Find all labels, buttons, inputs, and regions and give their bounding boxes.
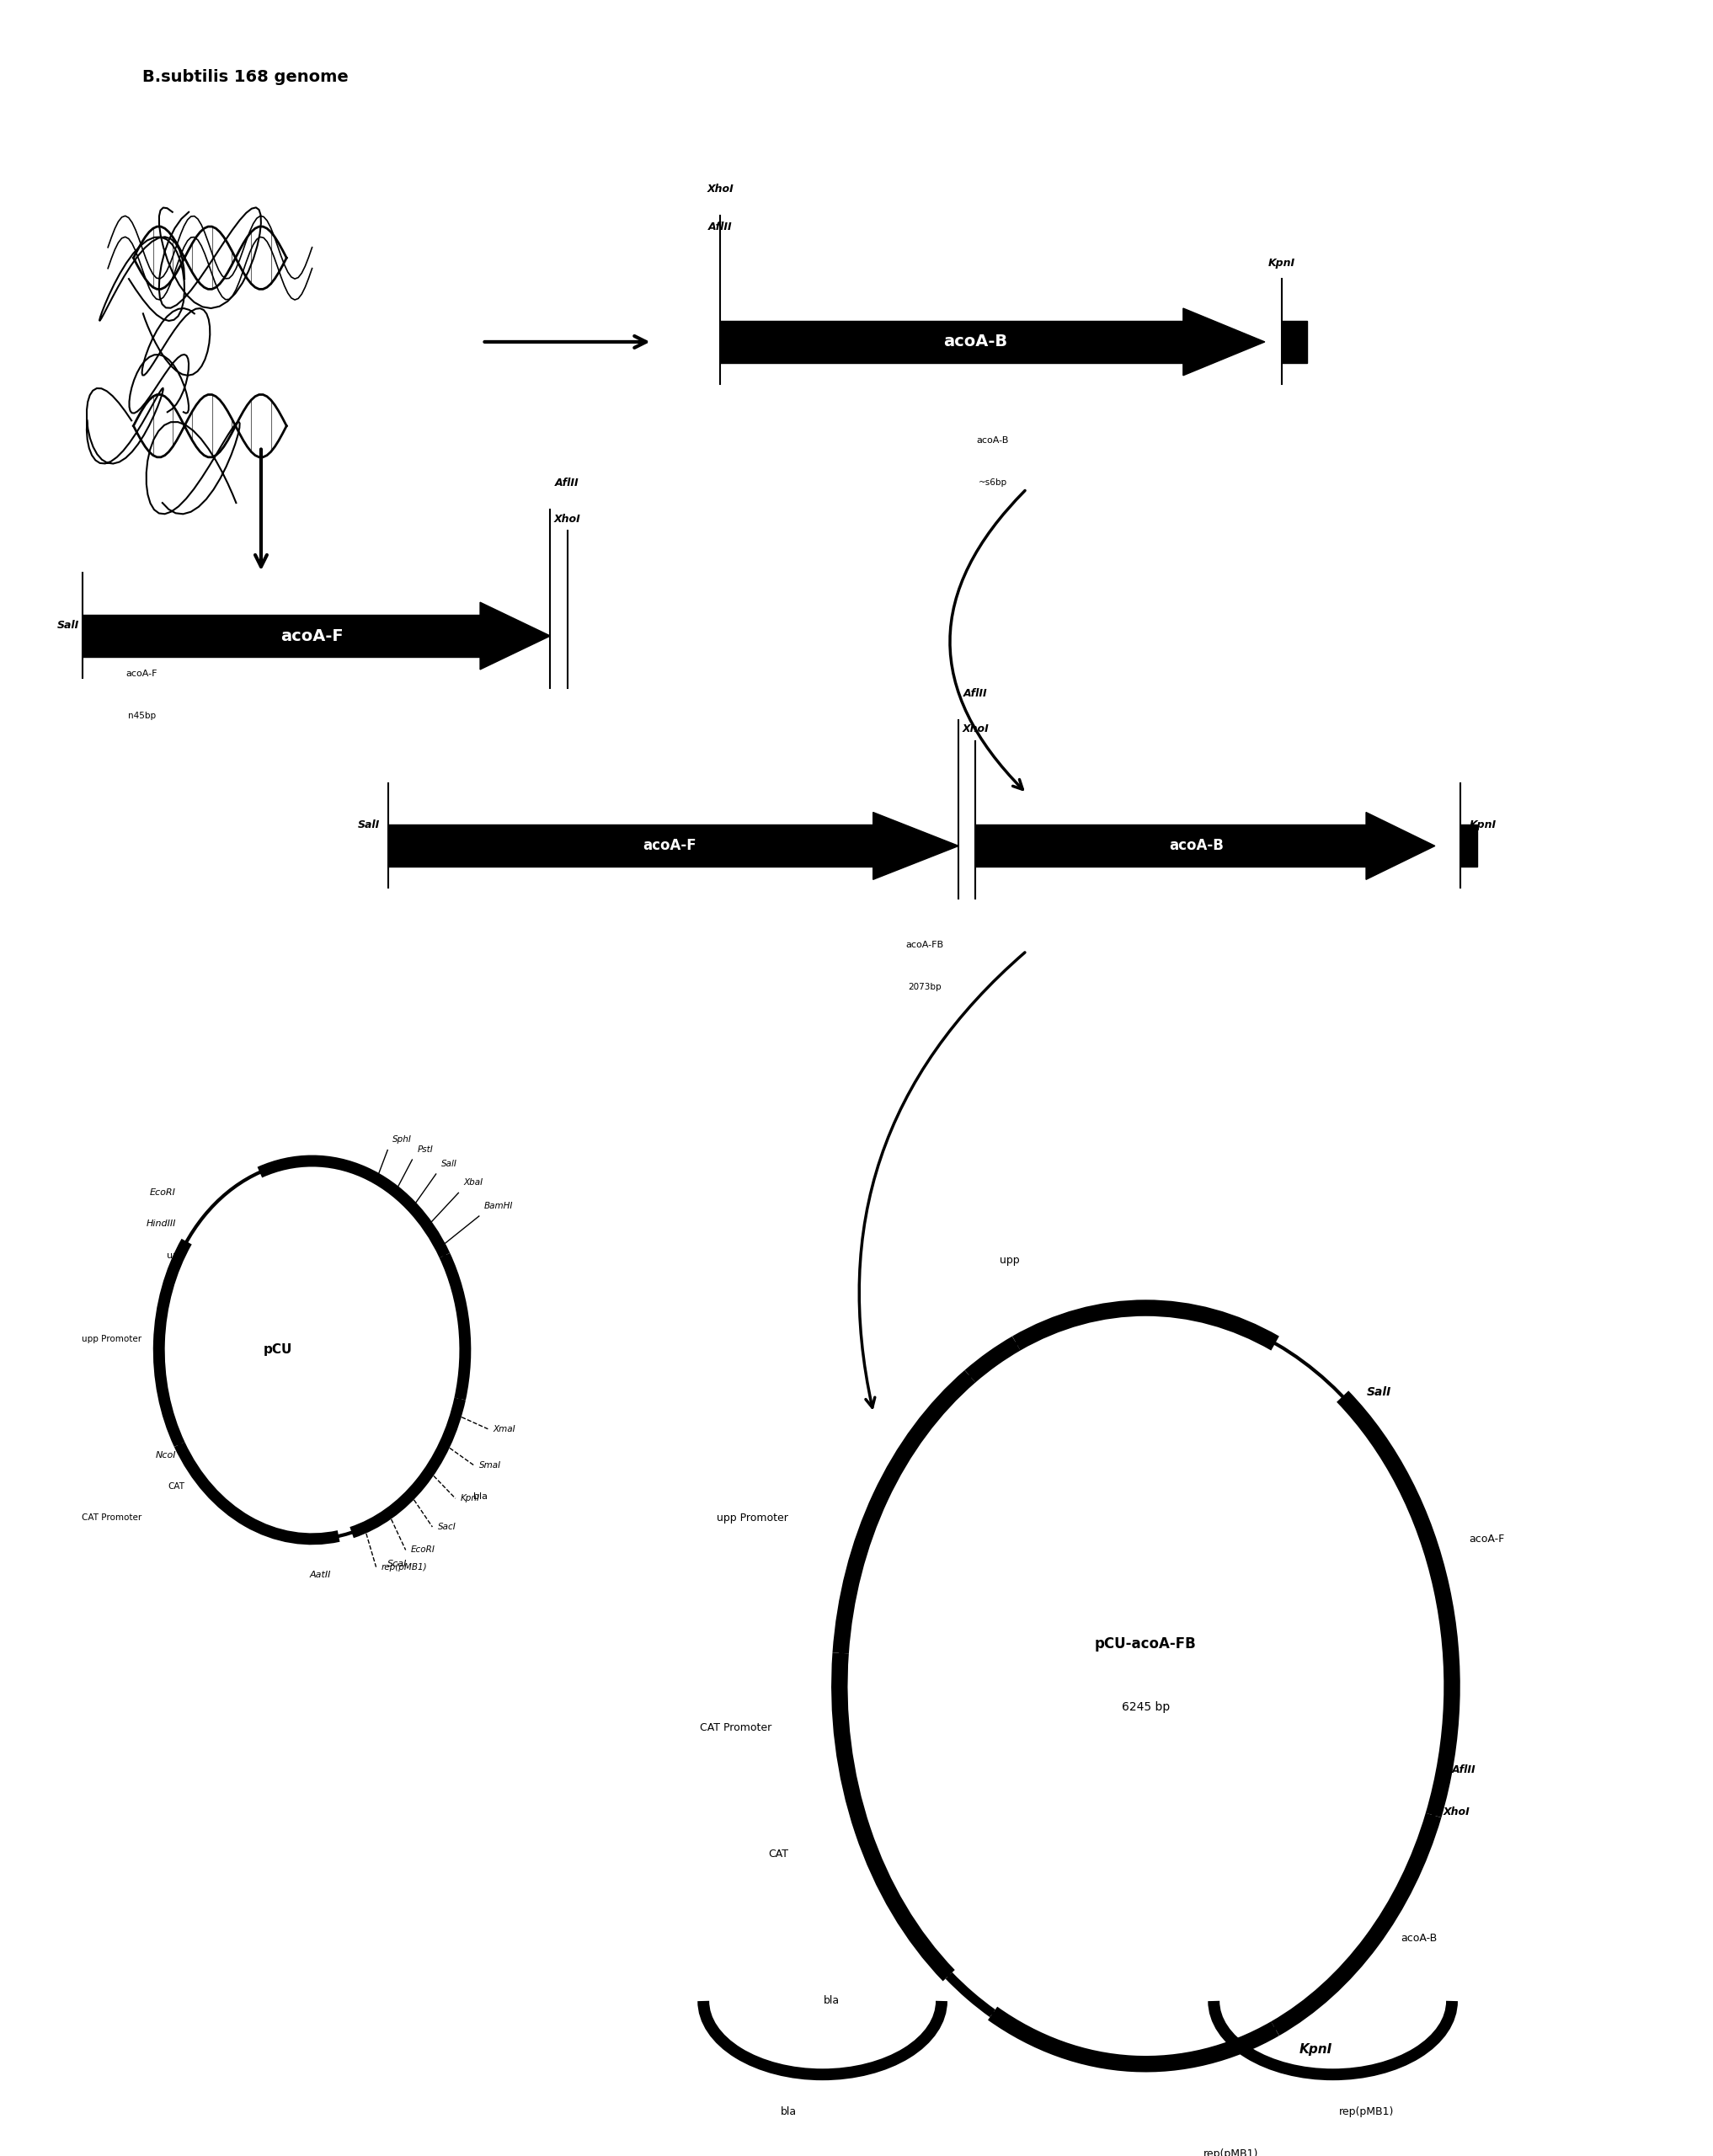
Text: pCU: pCU bbox=[264, 1343, 293, 1356]
Text: AflII: AflII bbox=[963, 688, 988, 699]
Text: acoA-B: acoA-B bbox=[1401, 1932, 1437, 1943]
Text: acoA-B: acoA-B bbox=[1170, 839, 1225, 854]
Text: XhoI: XhoI bbox=[963, 724, 988, 735]
Text: SalI: SalI bbox=[440, 1160, 457, 1169]
Text: KpnI: KpnI bbox=[1300, 2044, 1333, 2055]
Text: n45bp: n45bp bbox=[128, 711, 156, 720]
Text: SphI: SphI bbox=[392, 1136, 411, 1145]
Text: pCU-acoA-FB: pCU-acoA-FB bbox=[1095, 1636, 1197, 1651]
Text: HindIII: HindIII bbox=[146, 1220, 176, 1229]
Text: acoA-B: acoA-B bbox=[976, 436, 1009, 444]
Polygon shape bbox=[1184, 308, 1264, 375]
Text: SalI: SalI bbox=[358, 819, 380, 830]
Text: SacI: SacI bbox=[437, 1522, 456, 1531]
Polygon shape bbox=[480, 602, 550, 671]
Text: bla: bla bbox=[824, 1996, 839, 2007]
Text: KpnI: KpnI bbox=[1268, 257, 1295, 267]
Bar bbox=[82, 614, 480, 658]
Text: KpnI: KpnI bbox=[1470, 819, 1495, 830]
Text: upp: upp bbox=[1000, 1255, 1019, 1266]
Text: acoA-FB: acoA-FB bbox=[906, 940, 944, 949]
Text: BamHI: BamHI bbox=[485, 1201, 514, 1210]
Text: XhoI: XhoI bbox=[1444, 1807, 1470, 1818]
Text: acoA-F: acoA-F bbox=[1470, 1533, 1504, 1544]
Polygon shape bbox=[874, 813, 959, 880]
Text: rep(pMB1): rep(pMB1) bbox=[382, 1563, 427, 1572]
Bar bbox=[1461, 826, 1478, 867]
Text: CAT: CAT bbox=[168, 1481, 185, 1490]
Text: rep(pMB1): rep(pMB1) bbox=[1203, 2147, 1259, 2156]
Text: AflII: AflII bbox=[1453, 1764, 1477, 1774]
Text: CAT Promoter: CAT Promoter bbox=[82, 1514, 142, 1522]
Text: bla: bla bbox=[781, 2106, 797, 2117]
Text: upp Promoter: upp Promoter bbox=[718, 1514, 788, 1524]
Text: acoA-F: acoA-F bbox=[642, 839, 695, 854]
Text: upp Promoter: upp Promoter bbox=[82, 1335, 142, 1343]
Polygon shape bbox=[1365, 813, 1435, 880]
Text: AflII: AflII bbox=[555, 479, 579, 489]
Text: EcoRI: EcoRI bbox=[411, 1546, 435, 1554]
Bar bbox=[721, 321, 1184, 362]
Text: acoA-F: acoA-F bbox=[127, 671, 158, 677]
Text: AatII: AatII bbox=[310, 1570, 331, 1578]
Text: SalI: SalI bbox=[57, 621, 79, 632]
Text: CAT Promoter: CAT Promoter bbox=[699, 1723, 771, 1733]
Text: XhoI: XhoI bbox=[707, 183, 733, 194]
Bar bbox=[389, 826, 874, 867]
Text: acoA-F: acoA-F bbox=[281, 627, 344, 645]
Text: AflII: AflII bbox=[709, 222, 733, 233]
Text: B.subtilis 168 genome: B.subtilis 168 genome bbox=[142, 69, 348, 84]
Text: acoA-B: acoA-B bbox=[944, 334, 1007, 349]
Text: ScaI: ScaI bbox=[387, 1561, 408, 1567]
Bar bbox=[1281, 321, 1307, 362]
Text: XhoI: XhoI bbox=[553, 513, 581, 524]
Bar bbox=[976, 826, 1365, 867]
Text: ~s6bp: ~s6bp bbox=[978, 479, 1007, 487]
Text: EcoRI: EcoRI bbox=[151, 1188, 176, 1197]
Text: XbaI: XbaI bbox=[464, 1177, 483, 1186]
Text: bla: bla bbox=[475, 1492, 488, 1501]
Text: 6245 bp: 6245 bp bbox=[1122, 1701, 1170, 1712]
Text: CAT: CAT bbox=[767, 1848, 788, 1858]
Text: NcoI: NcoI bbox=[156, 1451, 176, 1460]
Text: 2073bp: 2073bp bbox=[908, 983, 940, 992]
Text: SmaI: SmaI bbox=[480, 1462, 502, 1470]
Text: rep(pMB1): rep(pMB1) bbox=[1340, 2106, 1394, 2117]
Text: XmaI: XmaI bbox=[493, 1425, 516, 1434]
Text: PstI: PstI bbox=[418, 1145, 433, 1153]
Text: KpnI: KpnI bbox=[461, 1494, 480, 1503]
Text: upp: upp bbox=[166, 1250, 185, 1259]
Text: SalI: SalI bbox=[1367, 1386, 1391, 1397]
